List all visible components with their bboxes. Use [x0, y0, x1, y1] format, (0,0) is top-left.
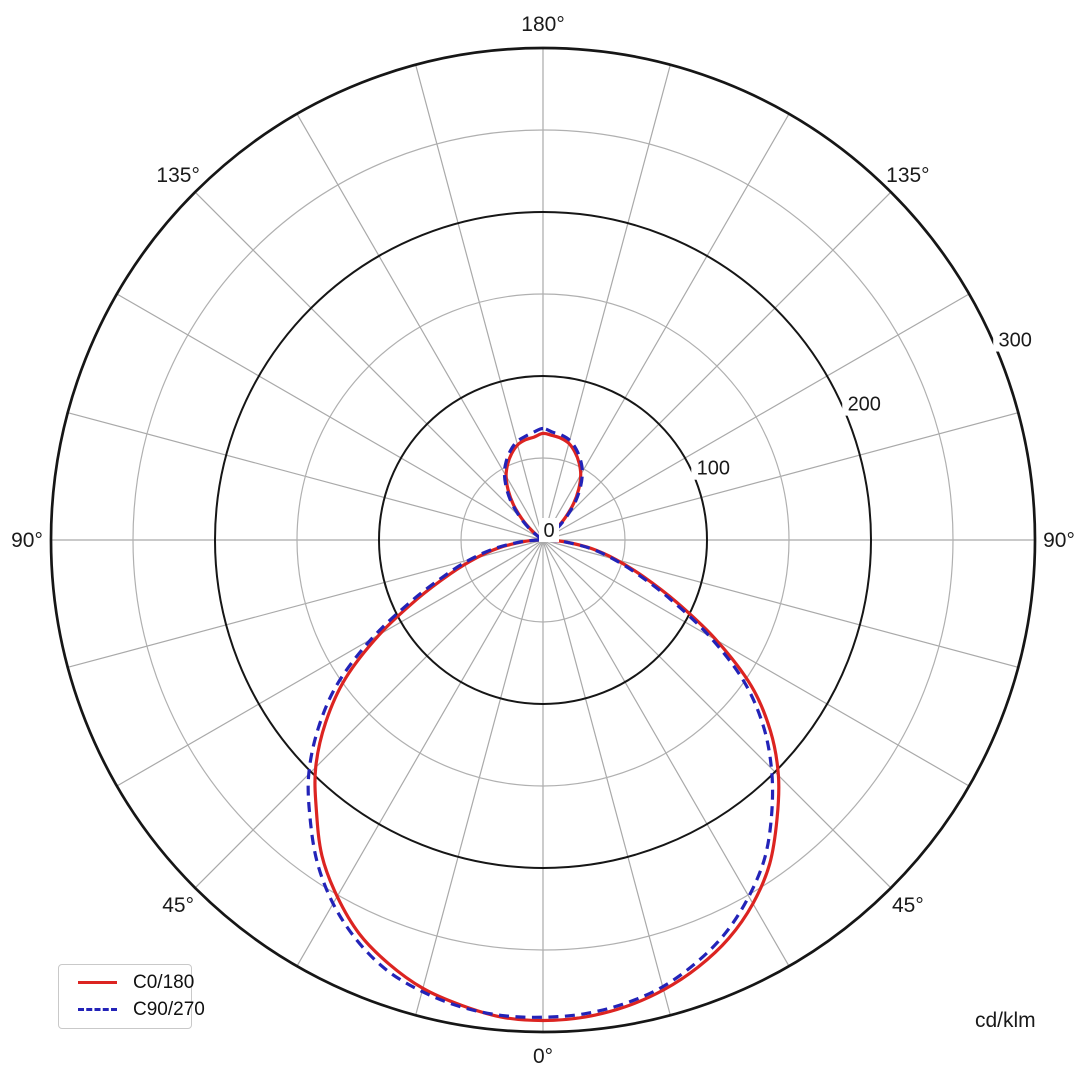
grid-circle-minor: [132, 129, 954, 951]
legend: C0/180 C90/270: [58, 964, 205, 1029]
tick-label-mask: [691, 455, 736, 480]
angle-label: 45°: [892, 894, 924, 917]
angle-label: 90°: [1043, 529, 1075, 552]
legend-label: C90/270: [133, 999, 205, 1020]
grid-circle-minor: [460, 457, 626, 623]
radial-tick-label: 200: [848, 394, 881, 416]
legend-line-solid-red: [78, 981, 117, 984]
radial-tick-label: 0: [543, 520, 554, 542]
radial-tick-label: 300: [999, 330, 1032, 352]
angle-label: 180°: [521, 13, 564, 36]
tick-label-mask: [993, 327, 1038, 352]
tick-label-mask: [842, 391, 887, 416]
legend-item-c90-270: C90/270: [59, 998, 205, 1021]
angle-label: 135°: [886, 164, 929, 187]
radial-tick-label: 100: [697, 458, 730, 480]
tick-label-mask: [539, 518, 559, 542]
grid-circle-major: [378, 375, 708, 705]
grid-circle-minor: [296, 293, 790, 787]
unit-label: cd/klm: [975, 1009, 1036, 1032]
angle-label: 45°: [162, 894, 194, 917]
grid-circle-major: [49, 46, 1037, 1034]
angle-label: 0°: [533, 1045, 553, 1068]
angle-label: 90°: [11, 529, 43, 552]
grid-circle-major: [214, 211, 872, 869]
legend-line-dashed-blue: [78, 1008, 117, 1011]
legend-item-c0-180: C0/180: [59, 971, 195, 994]
angle-label: 135°: [156, 164, 199, 187]
legend-label: C0/180: [133, 972, 195, 993]
